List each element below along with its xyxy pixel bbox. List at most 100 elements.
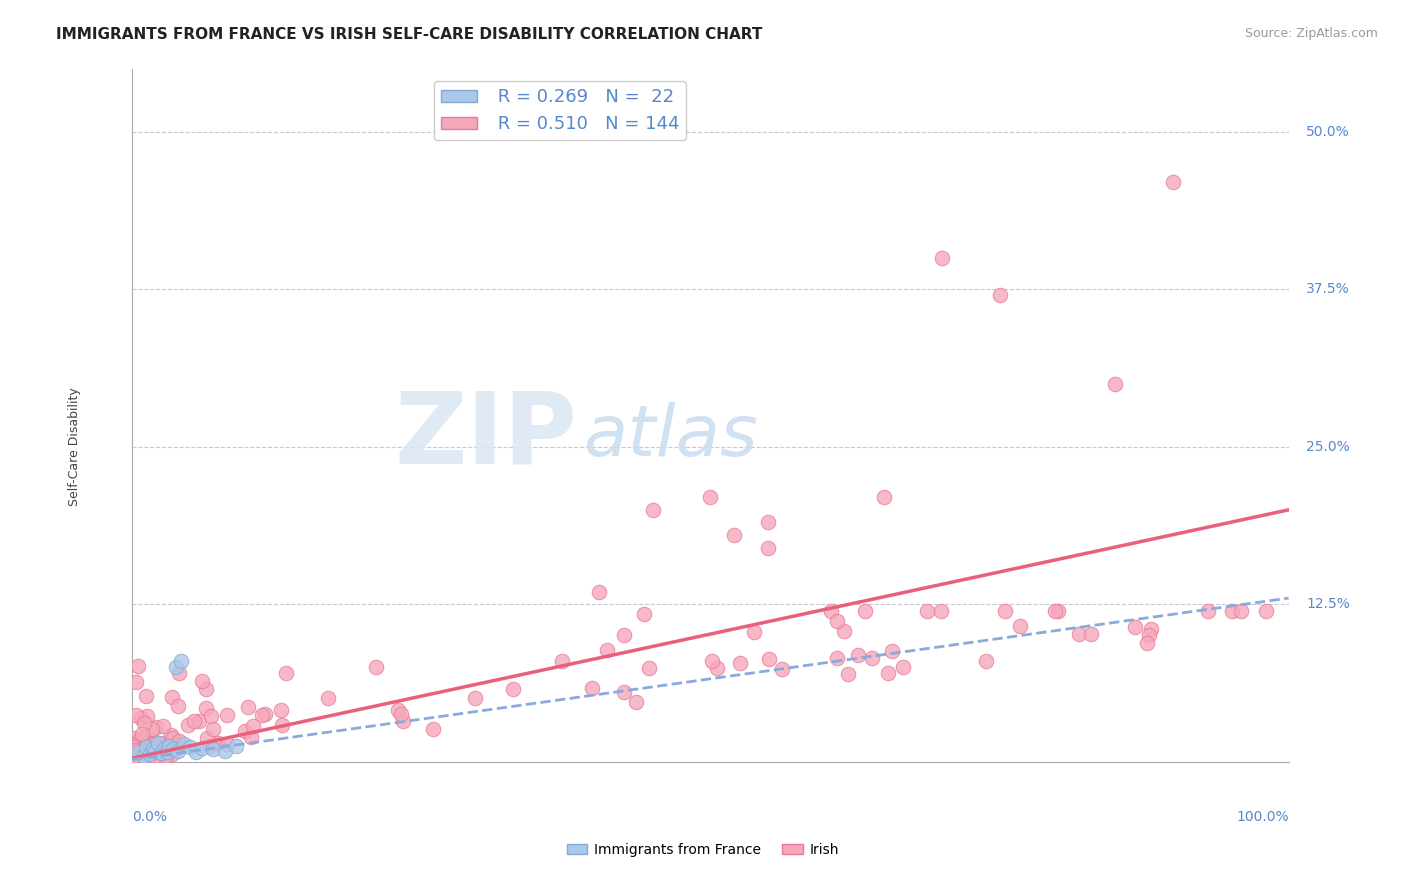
Point: [422, 722, 444, 736]
Point: [155, 749, 177, 764]
Point: [873, 490, 896, 504]
Point: [142, 751, 165, 765]
Point: [135, 751, 157, 765]
Point: [200, 709, 222, 723]
Point: [853, 604, 876, 618]
Point: [122, 738, 145, 752]
Point: [596, 643, 619, 657]
Point: [195, 731, 218, 746]
Point: [891, 660, 914, 674]
Point: [125, 674, 148, 689]
Point: [825, 651, 848, 665]
Point: [127, 744, 149, 758]
Point: [837, 667, 859, 681]
Point: [1254, 604, 1277, 618]
Point: [242, 719, 264, 733]
Point: [183, 714, 205, 729]
Point: [170, 654, 193, 668]
Point: [146, 736, 169, 750]
Point: [132, 741, 155, 756]
Point: [198, 739, 221, 753]
Point: [177, 718, 200, 732]
Point: [214, 744, 236, 758]
Point: [152, 718, 174, 732]
Point: [125, 749, 148, 764]
Text: 0.0%: 0.0%: [132, 810, 167, 824]
Point: [143, 744, 166, 758]
Point: [128, 733, 150, 747]
Point: [641, 503, 664, 517]
Point: [756, 541, 779, 555]
Point: [613, 685, 636, 699]
Point: [392, 714, 415, 728]
Point: [142, 737, 165, 751]
Point: [138, 744, 160, 758]
Point: [143, 744, 166, 758]
Point: [173, 737, 195, 751]
Point: [366, 660, 388, 674]
Point: [162, 690, 184, 705]
Point: [141, 723, 163, 737]
Point: [1222, 604, 1244, 618]
Point: [502, 682, 524, 697]
Point: [931, 251, 953, 265]
Point: [157, 739, 180, 753]
Point: [758, 651, 780, 665]
Point: [1080, 627, 1102, 641]
Point: [169, 739, 191, 753]
Point: [131, 743, 153, 757]
Text: Source: ZipAtlas.com: Source: ZipAtlas.com: [1244, 27, 1378, 40]
Point: [238, 700, 260, 714]
Point: [142, 742, 165, 756]
Point: [988, 288, 1011, 302]
Point: [135, 751, 157, 765]
Point: [233, 724, 256, 739]
Point: [1230, 604, 1253, 618]
Point: [254, 706, 277, 721]
Point: [1069, 627, 1091, 641]
Point: [706, 661, 728, 675]
Point: [318, 691, 340, 706]
Point: [122, 731, 145, 746]
Point: [1140, 623, 1163, 637]
Point: [1104, 376, 1126, 391]
Point: [1197, 604, 1219, 618]
Point: [136, 730, 159, 744]
Point: [122, 749, 145, 764]
Point: [832, 624, 855, 638]
Text: Self-Care Disability: Self-Care Disability: [67, 387, 82, 506]
Point: [190, 741, 212, 756]
Point: [188, 714, 211, 728]
Point: [464, 690, 486, 705]
Point: [127, 658, 149, 673]
Point: [974, 654, 997, 668]
Point: [215, 707, 238, 722]
Point: [160, 728, 183, 742]
Point: [131, 743, 153, 757]
Point: [132, 748, 155, 763]
Point: [129, 749, 152, 764]
Text: atlas: atlas: [583, 401, 758, 471]
Point: [1045, 604, 1067, 618]
Point: [742, 624, 765, 639]
Point: [191, 674, 214, 689]
Point: [860, 651, 883, 665]
Point: [142, 732, 165, 747]
Point: [820, 604, 842, 618]
Point: [638, 661, 661, 675]
Point: [127, 745, 149, 759]
Point: [162, 731, 184, 745]
Point: [880, 644, 903, 658]
Point: [929, 604, 952, 618]
Point: [581, 681, 603, 696]
Text: 50.0%: 50.0%: [1306, 125, 1350, 138]
Point: [165, 660, 187, 674]
Point: [163, 738, 186, 752]
Point: [167, 699, 190, 714]
Point: [215, 737, 238, 751]
Text: 100.0%: 100.0%: [1236, 810, 1289, 824]
Point: [141, 741, 163, 756]
Point: [125, 707, 148, 722]
Point: [167, 665, 190, 680]
Text: 12.5%: 12.5%: [1306, 598, 1350, 611]
